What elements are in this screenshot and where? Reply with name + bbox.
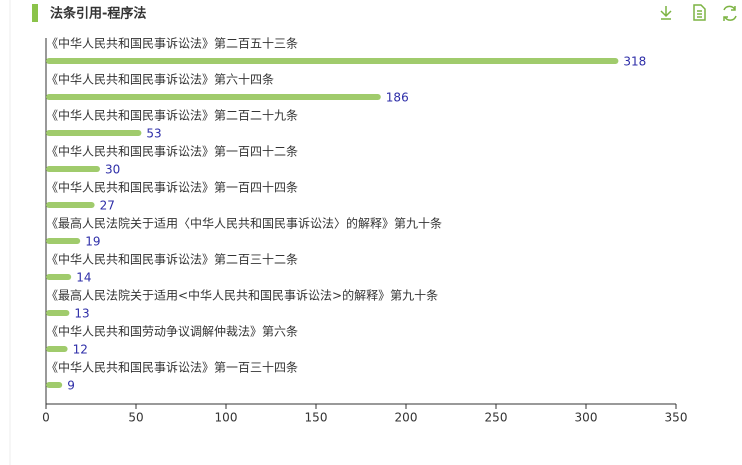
bar xyxy=(46,382,63,388)
value-label: 13 xyxy=(74,307,89,321)
bar xyxy=(46,202,95,208)
value-label: 30 xyxy=(105,163,120,177)
x-tick-label: 200 xyxy=(395,411,418,425)
bar xyxy=(46,310,70,316)
value-label: 53 xyxy=(146,127,161,141)
category-label: 《中华人民共和国劳动争议调解仲裁法》第六条 xyxy=(46,324,298,339)
refresh-icon[interactable] xyxy=(723,5,737,21)
category-label: 《中华人民共和国民事诉讼法》第二百三十二条 xyxy=(46,252,298,267)
x-tick-label: 0 xyxy=(42,411,50,425)
value-label: 14 xyxy=(76,271,91,285)
category-label: 《中华人民共和国民事诉讼法》第一百四十二条 xyxy=(46,144,298,159)
x-tick-label: 300 xyxy=(575,411,598,425)
value-label: 318 xyxy=(623,55,646,69)
category-label: 《中华人民共和国民事诉讼法》第一百四十四条 xyxy=(46,180,298,195)
bar xyxy=(46,346,68,352)
value-label: 12 xyxy=(73,343,88,357)
data-view-icon[interactable] xyxy=(693,4,706,21)
bar xyxy=(46,94,381,100)
x-tick-label: 150 xyxy=(305,411,328,425)
value-label: 19 xyxy=(85,235,100,249)
chart-title: 法条引用-程序法 xyxy=(50,6,146,22)
category-label: 《中华人民共和国民事诉讼法》第二百五十三条 xyxy=(46,36,298,51)
bar xyxy=(46,238,81,244)
bar xyxy=(46,58,619,64)
x-tick-label: 250 xyxy=(485,411,508,425)
category-label: 《中华人民共和国民事诉讼法》第二百二十九条 xyxy=(46,108,298,123)
x-tick-label: 350 xyxy=(665,411,688,425)
category-label: 《最高人民法院关于适用<中华人民共和国民事诉讼法>的解释》第九十条 xyxy=(46,288,438,303)
bar xyxy=(46,130,142,136)
title-marker xyxy=(32,4,38,22)
category-label: 《中华人民共和国民事诉讼法》第一百三十四条 xyxy=(46,360,298,375)
bar xyxy=(46,274,72,280)
value-label: 9 xyxy=(67,379,75,393)
download-icon[interactable] xyxy=(660,6,672,20)
category-label: 《最高人民法院关于适用〈中华人民共和国民事诉讼法〉的解释》第九十条 xyxy=(46,216,442,231)
x-tick-label: 100 xyxy=(215,411,238,425)
x-tick-label: 50 xyxy=(128,411,143,425)
value-label: 27 xyxy=(100,199,115,213)
bar xyxy=(46,166,100,172)
category-label: 《中华人民共和国民事诉讼法》第六十四条 xyxy=(46,72,274,87)
value-label: 186 xyxy=(386,91,409,105)
